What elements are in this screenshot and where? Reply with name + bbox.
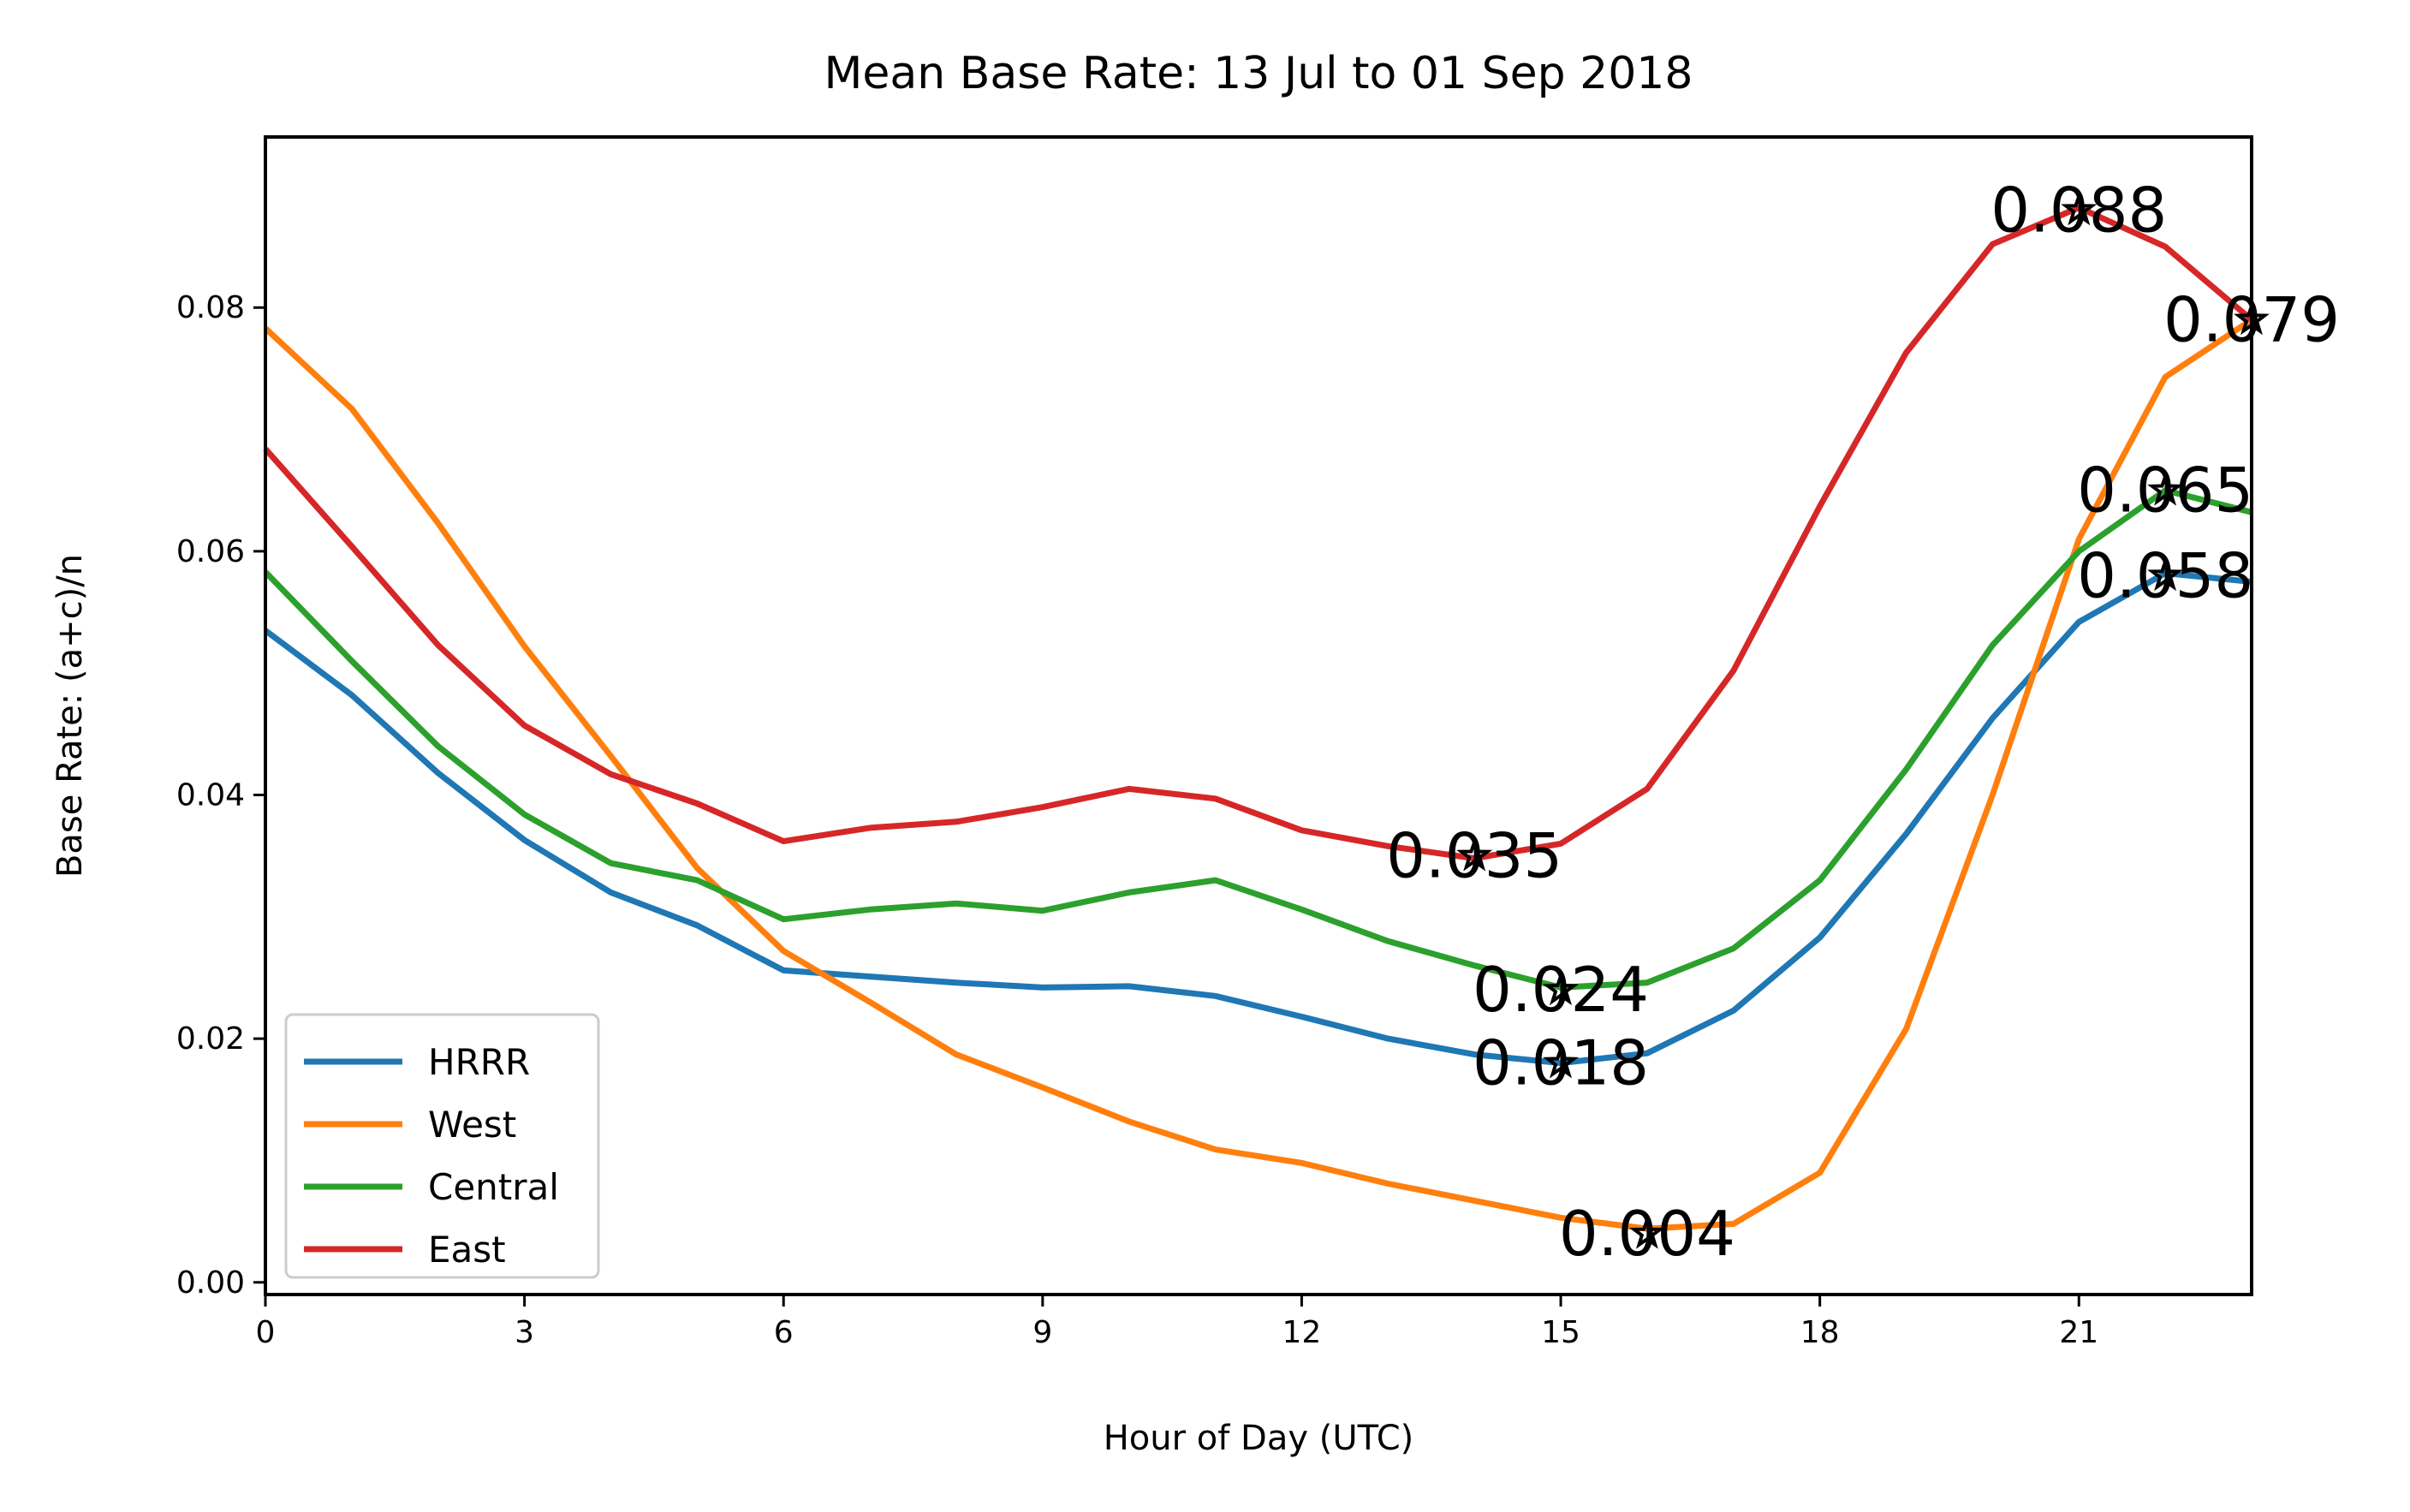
chart-title: Mean Base Rate: 13 Jul to 01 Sep 2018 [824,48,1693,99]
y-tick-label: 0.08 [176,290,245,325]
x-tick-label: 9 [1032,1315,1052,1350]
x-tick-label: 21 [2059,1315,2098,1350]
legend: HRRR West Central East [284,1013,600,1279]
y-tick-label: 0.00 [176,1265,245,1301]
legend-label-hrrr: HRRR [428,1041,530,1083]
legend-label-central: Central [428,1166,559,1208]
annotation-marker-hrrr [2147,557,2184,592]
series-line-central [263,487,2252,991]
annotation-label-east: 0.088 [1990,174,2167,246]
legend-box [284,1013,600,1279]
annotation-label-west: 0.004 [1559,1198,1735,1270]
y-axis-ticks: 0.00 0.02 0.04 0.06 0.08 [176,290,265,1301]
annotation-label-east: 0.035 [1386,820,1562,892]
annotation-label-hrrr: 0.018 [1473,1027,1649,1099]
y-tick-label: 0.04 [176,778,245,813]
series-line-hrrr [263,570,2252,1067]
x-axis-ticks: 0 3 6 9 12 15 18 21 [256,1295,2098,1350]
legend-label-west: West [428,1104,516,1146]
x-tick-label: 12 [1282,1315,1322,1350]
x-tick-label: 18 [1800,1315,1840,1350]
legend-label-east: East [428,1229,506,1271]
annotation-label-central: 0.024 [1473,954,1649,1026]
x-tick-label: 0 [256,1315,276,1350]
y-tick-label: 0.02 [176,1021,245,1057]
annotation-label-central: 0.065 [2077,455,2253,527]
x-tick-label: 15 [1541,1315,1580,1350]
annotation-marker-east [2061,191,2098,226]
annotation-marker-west [1628,1214,1665,1249]
annotation-marker-central [2147,471,2184,506]
series-line-west [263,317,2253,1232]
plot-series [263,205,2254,1232]
annotation-marker-central [1543,971,1580,1006]
annotation-label-hrrr: 0.058 [2077,539,2253,611]
y-tick-label: 0.06 [176,534,245,569]
annotation-marker-east [1456,836,1493,872]
x-axis-label: Hour of Day (UTC) [1104,1419,1414,1458]
series-line-east [263,205,2254,861]
x-tick-label: 6 [774,1315,794,1350]
plot-frame [264,135,2253,1296]
annotation-marker-hrrr [1543,1044,1580,1079]
x-tick-label: 3 [515,1315,534,1350]
y-axis-label: Base Rate: (a+c)/n [51,554,90,878]
